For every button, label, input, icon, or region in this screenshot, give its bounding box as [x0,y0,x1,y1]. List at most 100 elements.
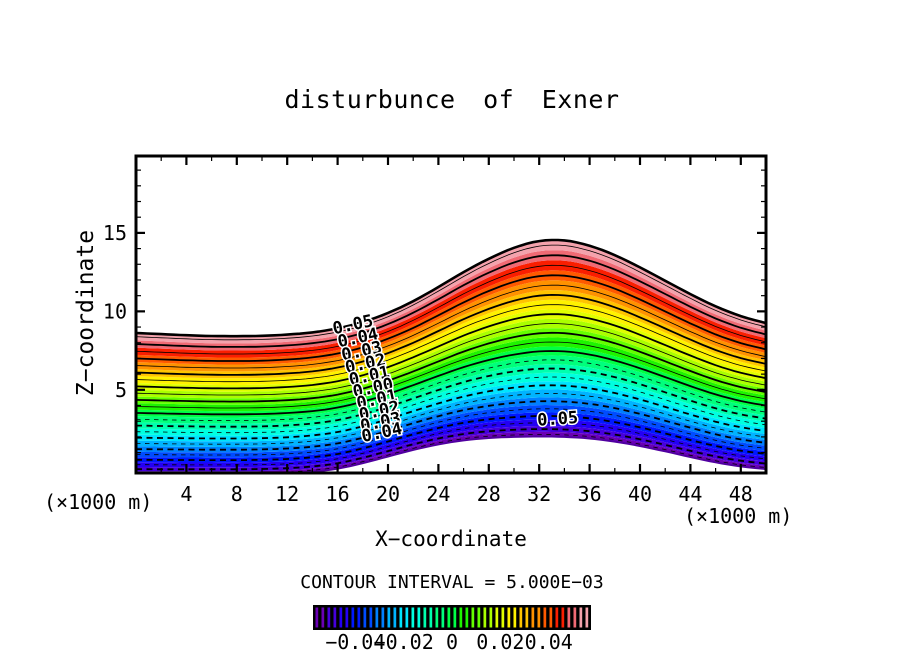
contour-line [136,393,766,445]
contour-line [136,264,766,355]
x-tick-label: 8 [231,482,243,506]
colorbar-stripe [525,607,529,628]
plot-title: disturbunce of Exner [284,85,620,114]
contour-line [136,323,766,396]
colorbar-stripe [387,607,391,628]
x-tick-label: 4 [180,482,192,506]
colorbar-tick-label: 0.04 [525,630,573,654]
colorbar-stripe [567,607,571,628]
contour-label: 0.05 [537,408,579,431]
colorbar-stripe [453,607,457,628]
colorbar-stripe [489,607,493,628]
colorbar-tick-label: −0.02 [374,630,434,654]
colorbar-stripe [579,607,583,628]
contour-line [136,341,766,409]
contour-line [136,274,766,362]
colorbar-stripe [393,607,397,628]
colorbar-stripe [459,607,463,628]
colorbar-stripe [435,607,439,628]
plot-frame [134,154,768,475]
contour-line [136,408,766,456]
z-tick-labels: 5 10 15 [103,221,127,402]
x-tick-label: 20 [376,482,400,506]
colorbar-stripe [447,607,451,628]
x-tick-label: 48 [729,482,753,506]
contour-interval-label: CONTOUR INTERVAL = 5.000E−03 [300,572,604,593]
contour-line [136,244,766,341]
colorbar-stripe [441,607,445,628]
colorbar-stripe [363,607,367,628]
x-axis-unit-left: (×1000 m) [44,490,153,514]
colorbar-stripe [501,607,505,628]
colorbar-stripe [405,607,409,628]
contour-label: 0.05 [331,311,375,339]
colorbar-labels: −0.04−0.02 0 0.02 0.04 [325,630,573,654]
colorbar-tick-label: 0 [446,630,458,654]
x-tick-label: 16 [326,482,350,506]
colorbar-stripe [507,607,511,628]
contour-line-labels: 0.050.040.030.020.010.000.010.020.030.04… [329,310,580,449]
colorbar-stripe [399,607,403,628]
colorbar-stripe [549,607,553,628]
colorbar-stripe [351,607,355,628]
contour-line [136,415,766,461]
x-tick-label: 32 [527,482,551,506]
x-tick-label: 24 [426,482,450,506]
colorbar-stripe [417,607,421,628]
z-tick-label: 5 [115,378,127,402]
contour-line [136,367,766,428]
colorbar-stripe [369,607,373,628]
colorbar-stripe [381,607,385,628]
x-tick-label: 44 [678,482,702,506]
colorbar-stripe [327,607,331,628]
contour-lines [136,238,766,473]
colorbar-stripe [345,607,349,628]
colorbar-background [313,605,591,630]
colorbar-stripe [429,607,433,628]
colorbar-stripe [495,607,499,628]
x-tick-label: 12 [275,482,299,506]
colorbar [313,605,591,630]
colorbar-stripe [333,607,337,628]
x-tick-labels: 4 8 12 16 20 24 28 32 36 40 44 48 [180,482,752,506]
colorbar-stripe [585,607,589,628]
colorbar-stripe [543,607,547,628]
colorbar-stripe [315,607,319,628]
fill-band [136,426,766,472]
colorbar-stripe [561,607,565,628]
contour-line [136,384,766,440]
contour-line [136,304,766,383]
x-tick-label: 36 [578,482,602,506]
colorbar-tick-label: −0.04 [325,630,385,654]
colorbar-stripe [423,607,427,628]
contour-line [136,313,766,390]
contour-line [136,400,766,451]
contour-line [136,422,766,466]
contour-line [136,331,766,403]
fill-band [136,389,766,447]
colorbar-stripe [519,607,523,628]
colorbar-stripe [375,607,379,628]
x-axis-title: X−coordinate [375,527,527,551]
colorbar-stripe [477,607,481,628]
x-tick-label: 28 [477,482,501,506]
colorbar-stripe [531,607,535,628]
contour-line [136,428,766,471]
top-boundary-contour [136,238,766,338]
colorbar-stripe [411,607,415,628]
contour-line [136,350,766,416]
x-tick-label: 40 [628,482,652,506]
z-tick-label: 15 [103,221,127,245]
x-axis-unit-right: (×1000 m) [684,504,793,528]
fill-band [136,412,766,463]
colorbar-stripe [513,607,517,628]
fill-band [136,405,766,458]
colorbar-stripe [555,607,559,628]
contour-line [136,284,766,369]
colorbar-tick-label: 0.02 [476,630,524,654]
colorbar-stripe [357,607,361,628]
fill-band [136,419,766,468]
terrain-boundary [274,435,766,473]
